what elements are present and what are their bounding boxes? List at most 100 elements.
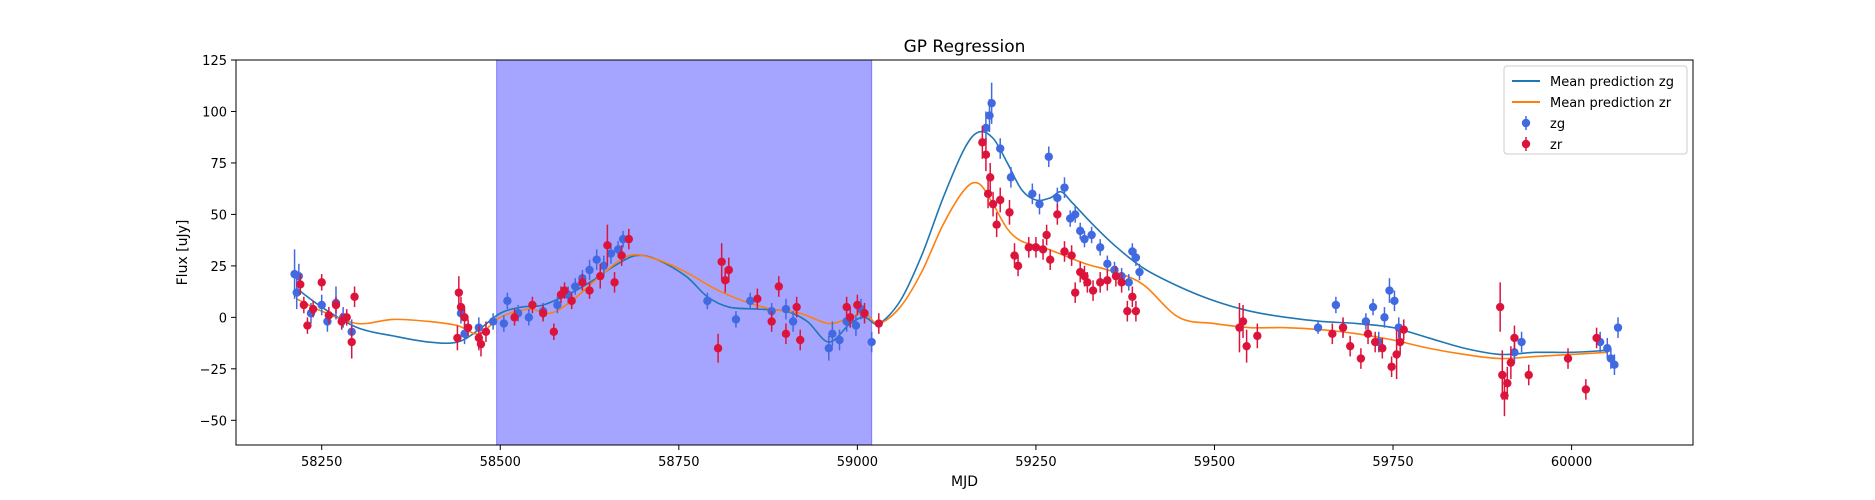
zr-point	[774, 282, 784, 291]
data-points	[290, 82, 1623, 417]
zg-point	[592, 255, 601, 264]
zr-point	[1071, 288, 1080, 297]
zr-point	[992, 220, 1001, 229]
zr-point	[1005, 208, 1014, 217]
zg-point	[1103, 259, 1112, 269]
zg-point	[524, 313, 534, 322]
zg-point	[292, 288, 301, 297]
zg-point	[996, 144, 1005, 153]
zr-point	[1387, 362, 1396, 371]
legend: Mean prediction zg Mean prediction zr zg…	[1503, 65, 1688, 155]
y-tick-label: 25	[210, 260, 227, 275]
zg-point	[460, 329, 469, 339]
zg-point	[1613, 323, 1623, 332]
zr-point	[476, 339, 486, 349]
zg-point	[1071, 210, 1080, 219]
legend-label-zg-line: Mean prediction zg	[1550, 75, 1674, 90]
zr-point	[617, 251, 626, 260]
zr-point	[781, 329, 791, 339]
zg-point	[503, 296, 512, 306]
zg-point	[867, 337, 876, 347]
zr-point	[603, 241, 612, 250]
zr-point	[453, 333, 462, 343]
y-tick-label: 125	[202, 54, 227, 69]
zr-point	[1235, 323, 1244, 332]
zr-point	[528, 300, 537, 310]
x-tick-label: 58250	[301, 455, 342, 470]
zr-point	[1088, 286, 1098, 295]
legend-label-zr-line: Mean prediction zr	[1550, 96, 1672, 111]
zr-point	[988, 199, 998, 209]
zg-point	[781, 304, 791, 314]
zr-point	[1506, 358, 1516, 367]
zr-point	[1345, 341, 1355, 351]
zr-point	[1031, 243, 1041, 252]
zg-point	[1380, 313, 1389, 322]
zr-point	[350, 292, 359, 301]
zg-point	[835, 335, 844, 345]
zr-point	[846, 313, 855, 322]
chart-title: GP Regression	[904, 37, 1026, 57]
legend-label-zr-points: zr	[1550, 138, 1563, 153]
zr-point	[585, 286, 594, 295]
zr-point	[1103, 276, 1112, 285]
zr-point	[983, 189, 993, 199]
x-axis-label: MJD	[951, 474, 978, 490]
zr-point	[1399, 325, 1408, 334]
zg-point	[746, 296, 755, 306]
zg-point	[981, 123, 991, 133]
zg-point	[571, 282, 580, 291]
zr-point	[1242, 341, 1251, 351]
zr-point	[549, 327, 559, 336]
zg-point	[553, 300, 562, 310]
zg-point	[1510, 348, 1519, 357]
zg-point	[1517, 337, 1526, 347]
zr-point	[1053, 210, 1062, 219]
zr-point	[481, 327, 491, 336]
zg-point	[1361, 317, 1371, 326]
zg-point	[294, 271, 304, 281]
zg-point	[499, 319, 509, 328]
legend-label-zg-points: zg	[1550, 117, 1565, 132]
zg-point	[1390, 296, 1399, 306]
zr-point	[1238, 317, 1248, 326]
x-tick-label: 59750	[1372, 455, 1413, 470]
zg-point	[703, 296, 712, 306]
zr-point	[578, 278, 587, 287]
zr-point	[1524, 370, 1533, 380]
zr-point	[324, 311, 334, 320]
zr-point	[717, 257, 726, 266]
zg-point	[851, 321, 861, 330]
x-tick-label: 58750	[658, 455, 699, 470]
zr-point	[986, 173, 995, 182]
zr-point	[1356, 354, 1366, 363]
zr-point	[1338, 323, 1348, 332]
zr-point	[596, 271, 605, 281]
zr-point	[567, 296, 576, 306]
zr-point	[1038, 245, 1048, 254]
zr-point	[1060, 247, 1069, 256]
zg-point	[613, 245, 623, 254]
zr-point	[331, 300, 341, 310]
zr-point	[1495, 302, 1505, 312]
zr-point	[1123, 306, 1132, 316]
zr-point	[1592, 333, 1601, 343]
zr-point	[1042, 230, 1051, 240]
zr-point	[538, 309, 548, 318]
zg-point	[1385, 286, 1394, 295]
zr-point	[1498, 370, 1507, 380]
x-tick-label: 59500	[1194, 455, 1235, 470]
x-tick-label: 58500	[480, 455, 521, 470]
zg-point	[1087, 230, 1096, 240]
zr-point	[721, 276, 730, 285]
legend-box	[1503, 65, 1688, 155]
zr-point	[767, 317, 776, 326]
zr-point	[1111, 271, 1121, 281]
zg-point	[1096, 243, 1105, 252]
zr-point	[753, 294, 762, 304]
plot-area	[290, 59, 1623, 446]
legend-marker	[1521, 118, 1531, 128]
zr-point	[1370, 337, 1380, 347]
y-tick-label: 100	[202, 105, 227, 120]
